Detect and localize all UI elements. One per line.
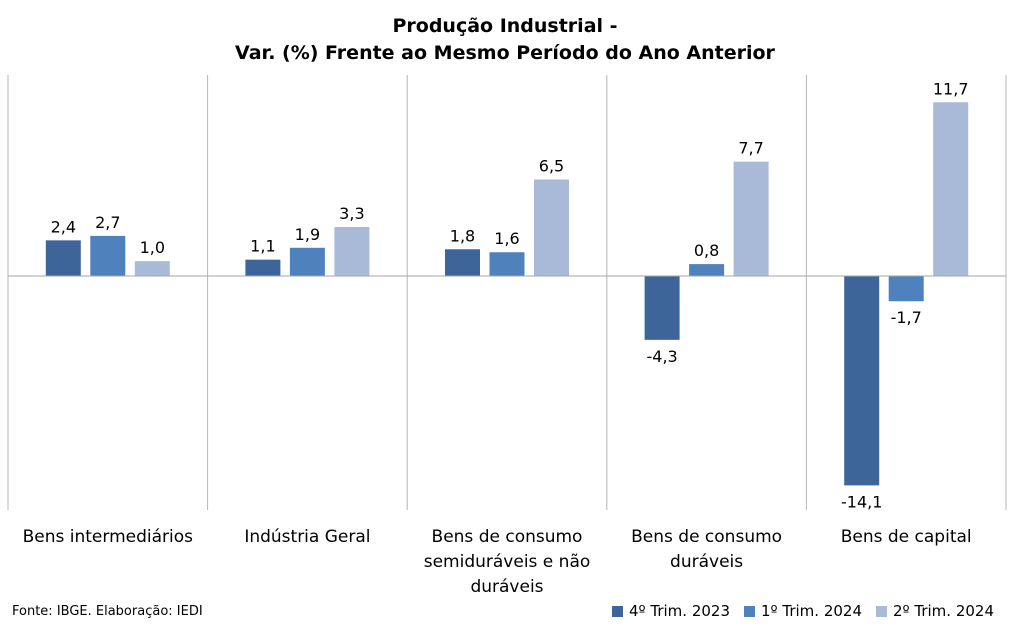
bar-series-2-cat-3: [489, 252, 525, 276]
bar-series-2-cat-4: [689, 264, 725, 276]
data-label: -14,1: [841, 492, 882, 511]
legend: 4º Trim. 2023 1º Trim. 2024 2º Trim. 202…: [612, 602, 994, 620]
category-label: duráveis: [470, 577, 543, 597]
bar-series-1-cat-3: [445, 249, 480, 276]
bar-series-3-cat-2: [334, 226, 370, 276]
bar-series-3-cat-1: [134, 261, 170, 276]
data-label: -4,3: [646, 347, 677, 366]
chart: Produção Industrial - Var. (%) Frente ao …: [7, 15, 1007, 597]
legend-swatch-series-1: [612, 605, 623, 617]
data-label: 1,8: [450, 226, 475, 245]
data-label: 11,7: [933, 79, 969, 98]
bar-series-3-cat-3: [534, 179, 569, 276]
category-label: Bens de capital: [841, 527, 972, 547]
legend-label-series-3: 2º Trim. 2024: [893, 602, 994, 620]
data-label: 0,8: [694, 241, 719, 260]
bar-series-2-cat-5: [888, 276, 924, 302]
data-label: 7,7: [738, 139, 763, 158]
legend-item-series-3: 2º Trim. 2024: [876, 602, 994, 620]
data-label: 1,0: [140, 238, 165, 257]
data-label: 1,1: [250, 237, 275, 256]
data-label: 2,7: [95, 213, 120, 232]
chart-title-line-1: Produção Industrial -: [392, 15, 617, 37]
source-note: Fonte: IBGE. Elaboração: IEDI: [12, 604, 203, 619]
data-label: 3,3: [339, 204, 364, 223]
legend-label-series-1: 4º Trim. 2023: [629, 602, 730, 620]
bar-series-2-cat-2: [289, 247, 325, 276]
data-label: 1,9: [295, 225, 320, 244]
chart-title-line-2: Var. (%) Frente ao Mesmo Período do Ano …: [235, 42, 776, 64]
data-label: -1,7: [891, 308, 922, 327]
data-label: 2,4: [51, 217, 76, 236]
bar-series-3-cat-5: [933, 102, 969, 276]
legend-swatch-series-3: [876, 605, 887, 617]
legend-swatch-series-2: [744, 605, 755, 617]
legend-label-series-2: 1º Trim. 2024: [761, 602, 862, 620]
bar-series-1-cat-2: [245, 259, 281, 276]
bar-series-1-cat-5: [844, 276, 880, 486]
bar-series-3-cat-4: [733, 161, 769, 276]
category-label: Indústria Geral: [244, 527, 370, 547]
category-label: semiduráveis e não: [424, 552, 591, 572]
legend-item-series-1: 4º Trim. 2023: [612, 602, 730, 620]
data-label: 1,6: [494, 229, 519, 248]
bar-series-2-cat-1: [90, 235, 126, 276]
category-label: Bens de consumo: [631, 527, 782, 547]
legend-item-series-2: 1º Trim. 2024: [744, 602, 862, 620]
category-label: Bens de consumo: [432, 527, 583, 547]
category-label: Bens intermediários: [23, 527, 194, 547]
data-label: 6,5: [539, 156, 564, 175]
category-label: duráveis: [670, 552, 743, 572]
bar-series-1-cat-1: [45, 240, 81, 276]
bar-series-1-cat-4: [644, 276, 680, 340]
